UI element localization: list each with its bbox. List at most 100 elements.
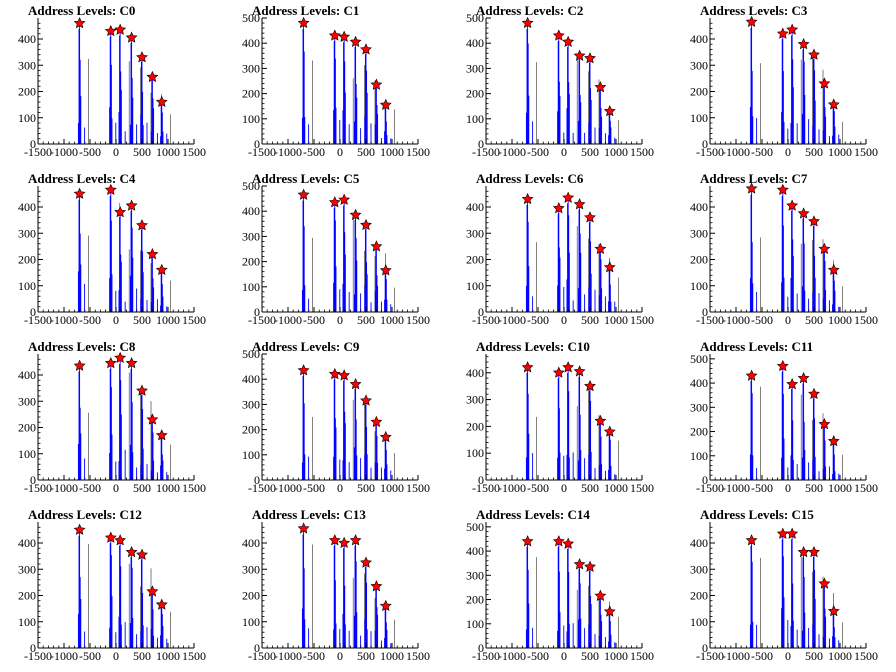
peak-marker	[827, 263, 840, 276]
peak-marker	[114, 351, 127, 363]
y-tick-label: 100	[690, 111, 708, 125]
y-tick-label: 0	[30, 641, 36, 655]
peak-marker	[349, 534, 362, 546]
x-tick-label: -1500	[696, 313, 724, 327]
x-tick-label: 1000	[604, 649, 628, 663]
chart-panel-0: Address Levels: C0 0 100 200 300 400 -1500-100…	[18, 3, 206, 159]
chart-panel-6: Address Levels: C6 0 100 200 300 400 -1500-100…	[466, 171, 654, 327]
y-tick-label: 200	[466, 419, 484, 433]
peak-marker	[136, 548, 148, 560]
y-tick-label: 300	[466, 393, 484, 407]
y-tick-label: 100	[242, 448, 260, 462]
x-tick-label: -1000	[50, 145, 78, 159]
x-tick-label: -1500	[24, 649, 52, 663]
chart-panel-4: Address Levels: C4 0 100 200 300 400 -1500-100…	[18, 171, 206, 327]
peak-marker	[360, 556, 372, 568]
peak-marker	[745, 534, 758, 546]
y-tick-label: 100	[466, 446, 484, 460]
peak-marker	[104, 356, 117, 369]
x-tick-label: 1000	[828, 145, 852, 159]
peak-marker	[328, 534, 341, 546]
y-tick-label: 100	[18, 615, 36, 629]
x-tick-label: 1000	[380, 145, 404, 159]
x-tick-label: 1500	[630, 481, 654, 495]
y-tick-label: 0	[702, 305, 708, 319]
y-tick-label: 500	[466, 11, 484, 25]
peak-marker	[562, 537, 575, 549]
x-tick-label: 500	[133, 481, 151, 495]
y-tick-label: 300	[242, 562, 260, 576]
peak-marker	[370, 580, 383, 592]
y-tick-label: 200	[18, 85, 36, 99]
peak-marker	[521, 535, 534, 547]
y-tick-label: 0	[478, 305, 484, 319]
x-tick-label: 1000	[156, 481, 180, 495]
x-tick-label: -1500	[24, 481, 52, 495]
peak-marker	[818, 577, 831, 589]
x-tick-label: 1500	[406, 145, 430, 159]
x-tick-label: 0	[337, 145, 343, 159]
x-tick-label: 1000	[604, 145, 628, 159]
y-tick-label: 100	[242, 112, 260, 126]
x-tick-label: 500	[805, 481, 823, 495]
x-tick-label: -500	[527, 649, 549, 663]
x-tick-label: -1000	[274, 481, 302, 495]
x-tick-label: -1000	[274, 145, 302, 159]
x-tick-label: 500	[357, 481, 375, 495]
x-tick-label: -500	[527, 145, 549, 159]
y-tick-label: 100	[242, 280, 260, 294]
x-tick-label: -1000	[722, 145, 750, 159]
y-tick-label: 200	[690, 253, 708, 267]
y-tick-label: 100	[690, 449, 708, 463]
x-tick-label: 1000	[156, 145, 180, 159]
peak-marker	[73, 187, 86, 199]
peak-marker	[603, 425, 616, 437]
x-tick-label: -500	[751, 313, 773, 327]
x-tick-label: -500	[79, 481, 101, 495]
x-tick-label: 1500	[630, 313, 654, 327]
peak-marker	[776, 27, 789, 39]
x-tick-label: -1500	[472, 313, 500, 327]
x-tick-label: -1500	[472, 145, 500, 159]
x-tick-label: -1500	[696, 649, 724, 663]
peak-marker	[73, 359, 86, 371]
peak-marker	[827, 98, 840, 110]
x-tick-label: 1500	[854, 145, 878, 159]
x-tick-label: 500	[581, 313, 599, 327]
x-tick-label: -500	[527, 313, 549, 327]
y-tick-label: 200	[466, 87, 484, 101]
x-tick-label: -1500	[472, 649, 500, 663]
peak-marker	[786, 23, 799, 35]
y-tick-label: 200	[242, 87, 260, 101]
peak-marker	[114, 23, 127, 35]
x-tick-label: -1500	[248, 145, 276, 159]
x-tick-label: 0	[113, 481, 119, 495]
peak-marker	[146, 70, 159, 83]
x-tick-label: 1000	[380, 649, 404, 663]
peak-marker	[155, 95, 168, 108]
y-tick-label: 400	[466, 366, 484, 380]
peak-marker	[797, 207, 810, 219]
x-tick-label: 500	[805, 649, 823, 663]
peak-marker	[827, 434, 840, 447]
peak-marker	[114, 206, 127, 218]
y-tick-label: 300	[690, 400, 708, 414]
peak-marker	[584, 211, 596, 223]
peak-marker	[745, 182, 758, 194]
chart-panel-8: Address Levels: C8 0 100 200 300 400 -1500-100…	[18, 339, 206, 495]
y-tick-label: 0	[702, 641, 708, 655]
y-tick-label: 0	[702, 137, 708, 151]
x-tick-label: 1500	[406, 481, 430, 495]
y-tick-label: 200	[242, 255, 260, 269]
y-tick-label: 0	[478, 641, 484, 655]
x-tick-label: -1500	[248, 649, 276, 663]
x-tick-label: -500	[303, 145, 325, 159]
y-tick-label: 400	[242, 536, 260, 550]
y-tick-label: 300	[242, 61, 260, 75]
x-tick-label: 500	[357, 649, 375, 663]
peak-marker	[808, 48, 820, 60]
x-tick-label: 1500	[406, 649, 430, 663]
chart-title: Address Levels: C3	[700, 3, 808, 18]
peak-marker	[73, 17, 86, 29]
chart-title: Address Levels: C2	[476, 3, 583, 18]
